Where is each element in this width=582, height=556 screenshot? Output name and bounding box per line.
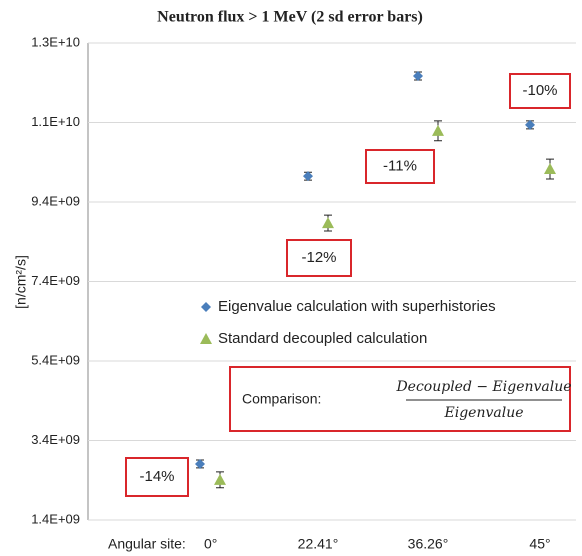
x-tick-label: 22.41° xyxy=(298,536,339,552)
diamond-marker xyxy=(201,302,211,312)
annotation-text: -12% xyxy=(301,249,336,266)
triangle-marker xyxy=(200,333,212,344)
x-tick-label: 45° xyxy=(529,536,550,552)
chart-title: Neutron flux > 1 MeV (2 sd error bars) xyxy=(157,9,423,26)
annotation-box xyxy=(125,457,189,497)
y-tick-label: 3.4E+09 xyxy=(31,432,80,447)
annotation-text: -10% xyxy=(522,82,557,99)
triangle-marker xyxy=(214,473,226,485)
diamond-marker xyxy=(525,119,535,130)
annotation-box xyxy=(286,239,352,277)
diamond-marker xyxy=(195,458,205,469)
formula-denominator: Eigenvalue xyxy=(444,405,524,421)
formula-box xyxy=(229,366,571,432)
triangle-marker xyxy=(432,124,444,136)
y-tick-label: 9.4E+09 xyxy=(31,193,80,208)
diamond-marker xyxy=(303,171,313,182)
legend-label: Standard decoupled calculation xyxy=(218,330,427,347)
annotation-text: -11% xyxy=(383,157,417,174)
legend-label: Eigenvalue calculation with superhistori… xyxy=(218,298,496,315)
y-tick-label: 1.4E+09 xyxy=(31,511,80,526)
y-tick-label: 1.3E+10 xyxy=(31,34,80,49)
y-tick-label: 5.4E+09 xyxy=(31,352,80,367)
formula-numerator: Decoupled − Eigenvalue xyxy=(395,379,571,395)
triangle-marker xyxy=(544,163,556,175)
formula-prefix: Comparison: xyxy=(242,391,321,407)
annotation-box xyxy=(365,149,435,184)
diamond-marker xyxy=(413,70,423,81)
y-tick-label: 1.1E+10 xyxy=(31,114,80,129)
annotation-box xyxy=(509,73,571,109)
annotation-text: -14% xyxy=(139,468,174,485)
x-axis-label: Angular site: xyxy=(108,536,186,552)
y-tick-label: 7.4E+09 xyxy=(31,273,80,288)
x-tick-label: 0° xyxy=(204,536,217,552)
triangle-marker xyxy=(322,217,334,229)
x-tick-label: 36.26° xyxy=(408,536,449,552)
y-axis-label: [n/cm²/s] xyxy=(13,255,29,309)
